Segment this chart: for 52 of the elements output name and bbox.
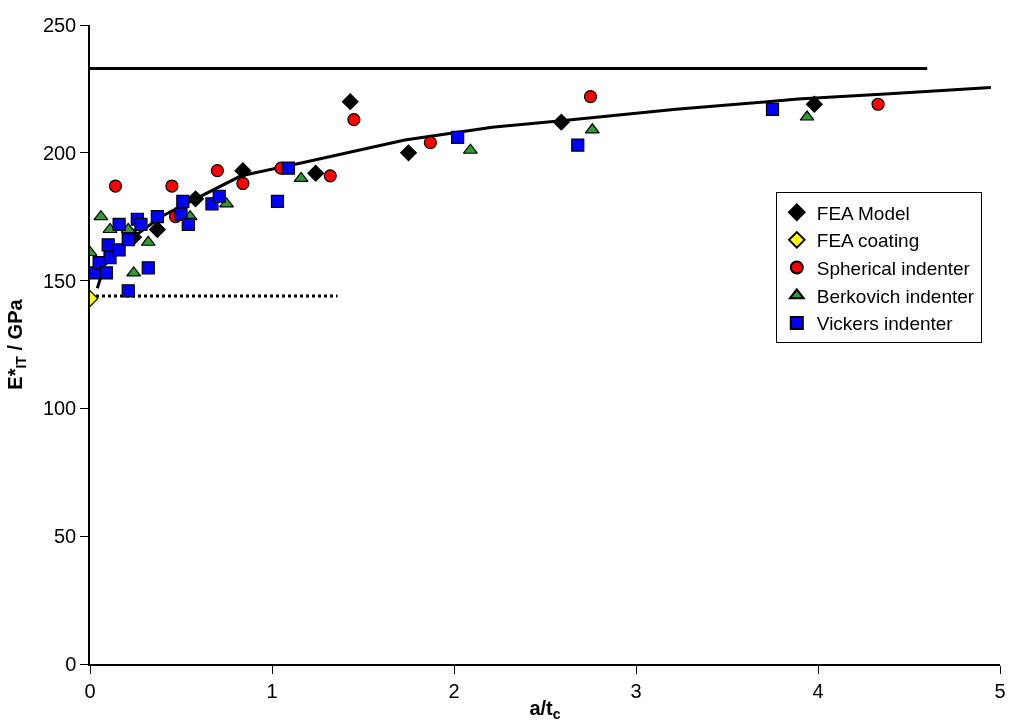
- point: [148, 221, 166, 238]
- point: [108, 179, 123, 193]
- point: [174, 207, 188, 221]
- point: [165, 179, 179, 193]
- point: [871, 97, 885, 111]
- point: [423, 135, 437, 150]
- y-tick-label: 150: [42, 269, 77, 292]
- point: [805, 95, 823, 113]
- point: [112, 243, 126, 257]
- point: [323, 169, 337, 183]
- point: [341, 93, 359, 111]
- point: [134, 217, 148, 231]
- legend-label: Berkovich indenter: [816, 285, 975, 307]
- point: [552, 113, 570, 131]
- point: [187, 190, 204, 208]
- legend-label: Spherical indenter: [816, 257, 971, 279]
- legend-label: FEA Model: [816, 202, 910, 224]
- y-tick-label: 50: [54, 525, 77, 548]
- point: [210, 164, 224, 178]
- y-tick-label: 250: [42, 14, 77, 36]
- x-tick-label: 2: [448, 679, 460, 702]
- point: [583, 89, 598, 104]
- point: [236, 176, 250, 191]
- point: [571, 138, 585, 152]
- x-axis-title: a/t$_{c}$: [529, 696, 561, 722]
- point: [150, 210, 164, 224]
- point: [141, 261, 155, 275]
- point: [451, 130, 465, 145]
- legend-label: Vickers indenter: [816, 313, 954, 335]
- y-tick-label: 200: [42, 141, 77, 164]
- point: [121, 233, 135, 247]
- legend-label: FEA coating: [816, 230, 920, 252]
- point: [400, 144, 417, 162]
- point: [99, 266, 113, 280]
- point: [234, 162, 252, 180]
- x-tick-label: 1: [266, 679, 278, 702]
- x-tick-label: 4: [812, 679, 824, 702]
- point: [212, 189, 226, 203]
- x-tick-label: 3: [630, 679, 642, 702]
- point: [347, 112, 361, 127]
- point: [181, 217, 195, 231]
- point: [281, 161, 295, 175]
- point: [307, 164, 325, 182]
- y-tick-label: 0: [65, 653, 77, 675]
- point: [270, 194, 285, 208]
- x-tick-label: 5: [994, 679, 1006, 702]
- y-tick-label: 100: [42, 397, 77, 420]
- point: [112, 217, 126, 231]
- point: [176, 194, 190, 208]
- x-tick-label: 0: [84, 679, 96, 702]
- point: [121, 284, 135, 298]
- point: [765, 102, 780, 116]
